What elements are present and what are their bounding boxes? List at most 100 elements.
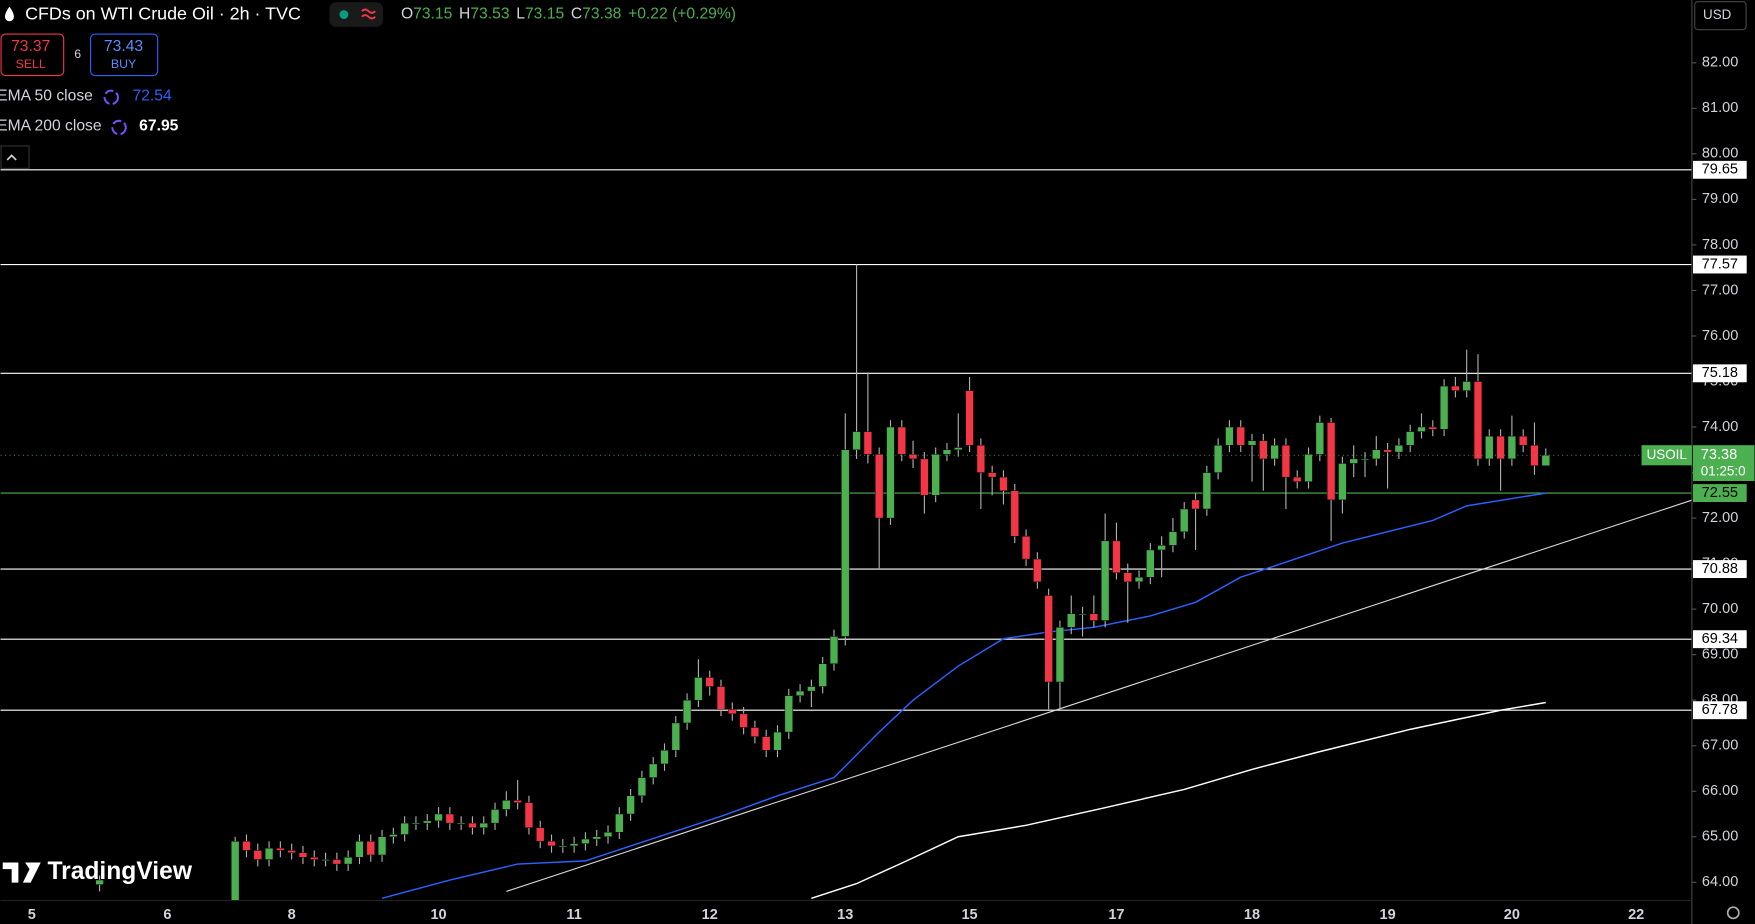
last-price-label: 73.38 — [1701, 447, 1737, 463]
logo-mark — [2, 862, 41, 883]
candle-body — [1067, 613, 1076, 628]
candle-body — [671, 722, 680, 751]
candle-body — [536, 827, 545, 842]
symbol-tag — [1641, 445, 1692, 466]
candle-body — [1281, 445, 1291, 478]
candle-body — [1372, 449, 1381, 460]
candle-body — [298, 852, 308, 858]
logo: TradingView — [47, 858, 192, 885]
settings-button[interactable] — [1726, 906, 1740, 920]
candle-body — [829, 636, 839, 664]
delay-icon — [361, 8, 376, 20]
indicator-icon[interactable] — [111, 119, 127, 136]
candle-body — [694, 677, 703, 701]
candle-body — [988, 472, 997, 478]
y-tick-label: 69.00 — [1702, 647, 1738, 663]
y-tick-label: 64.00 — [1702, 874, 1738, 890]
x-tick-label: 15 — [961, 907, 977, 923]
candle-body — [682, 699, 692, 724]
candle-body — [1293, 476, 1302, 482]
candle-body — [1168, 531, 1178, 546]
candle-body — [1021, 536, 1031, 560]
symbol-tag-label: USOIL — [1647, 447, 1688, 462]
chart-title: CFDs on WTI Crude Oil · 2h · TVC — [25, 3, 301, 23]
candle-body — [1338, 463, 1347, 501]
x-tick-label: 10 — [430, 907, 446, 923]
candle-body — [1530, 445, 1539, 466]
candle-body — [1089, 613, 1098, 621]
candle-body — [1044, 595, 1053, 683]
candle-body — [1394, 445, 1404, 453]
candle-body — [547, 841, 556, 847]
candle-body — [253, 850, 262, 860]
candle-body — [1112, 540, 1121, 573]
collapse-button[interactable] — [0, 145, 30, 169]
candle-body — [886, 426, 895, 519]
candle-body — [377, 836, 387, 856]
y-tick-label: 79.00 — [1702, 191, 1738, 207]
candle-body — [954, 447, 963, 451]
indicator-icon[interactable] — [103, 89, 119, 106]
buy-button[interactable] — [89, 33, 159, 77]
candle-body — [558, 845, 567, 848]
status-pill[interactable] — [329, 2, 384, 27]
y-tick-label: 67.00 — [1702, 738, 1738, 754]
candle-body — [1541, 455, 1550, 466]
level-label-box — [1692, 630, 1747, 649]
candle-body — [1033, 558, 1042, 583]
candle-body — [1349, 458, 1358, 464]
candle-body — [1507, 435, 1517, 460]
candle-body — [344, 857, 353, 865]
candle-body — [513, 800, 522, 803]
ohlc-readout: O73.15 H73.53 L73.15 C73.38 +0.22 (+0.29%) — [401, 6, 736, 23]
level-label-box — [1692, 560, 1747, 579]
candle-body — [750, 727, 760, 737]
buy-label: BUY — [111, 57, 136, 71]
x-tick-label: 8 — [288, 907, 296, 923]
indicator-value: 67.95 — [139, 118, 178, 135]
candle-body — [490, 809, 500, 824]
candle-body — [807, 686, 816, 692]
candle-body — [276, 847, 285, 851]
sell-button[interactable] — [0, 33, 65, 77]
candle-body — [321, 859, 330, 861]
candle-body — [423, 820, 432, 824]
y-tick-label: 74.00 — [1702, 419, 1738, 435]
candle-body — [897, 426, 906, 455]
candle-body — [1191, 499, 1200, 510]
candle-body — [1146, 549, 1155, 578]
buy-price: 73.43 — [104, 38, 143, 55]
level-label: 67.78 — [1702, 702, 1738, 718]
candle-body — [1326, 422, 1336, 501]
level-label-box — [1692, 701, 1747, 720]
candle-body — [1417, 426, 1426, 432]
x-tick-label: 20 — [1504, 907, 1520, 923]
level-label: 75.18 — [1702, 365, 1738, 381]
spread: 6 — [74, 47, 81, 61]
candle-body — [1383, 449, 1392, 453]
candle-body — [569, 843, 579, 847]
candle-body — [863, 431, 873, 455]
candle-body — [445, 813, 454, 824]
candle-body — [976, 445, 986, 473]
candle-body — [242, 841, 251, 851]
candle-body — [1270, 445, 1279, 460]
y-tick-label: 70.00 — [1702, 601, 1738, 617]
ohlc-value: 73.53 — [470, 6, 509, 23]
candle-body — [1157, 545, 1166, 551]
currency-box[interactable] — [1694, 1, 1747, 31]
candle-body — [852, 431, 861, 451]
level-label: 77.57 — [1702, 256, 1738, 272]
ohlc-value: 73.15 — [525, 6, 564, 23]
y-tick-label: 81.00 — [1702, 100, 1738, 116]
candle-body — [1078, 613, 1087, 616]
candle-body — [795, 690, 805, 696]
candle-body — [457, 822, 466, 825]
y-tick-label: 82.00 — [1702, 55, 1738, 71]
trendline — [506, 499, 1692, 892]
candle-body — [615, 813, 624, 833]
candle-body — [468, 822, 477, 828]
candle-body — [1519, 435, 1528, 446]
indicator-name: EMA 200 close — [0, 118, 102, 135]
last-price-box — [1692, 445, 1755, 481]
